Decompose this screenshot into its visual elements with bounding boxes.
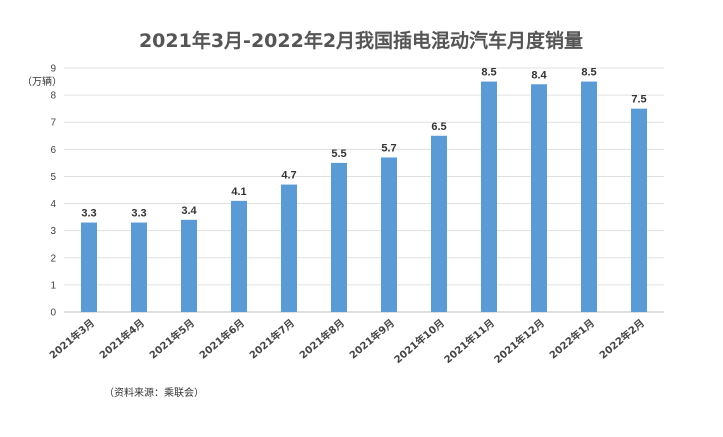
x-tick-label: 2022年2月 <box>597 316 647 361</box>
bar <box>481 81 497 312</box>
data-label: 6.5 <box>431 121 446 133</box>
data-label: 5.7 <box>381 142 396 154</box>
bar <box>81 222 97 312</box>
x-tick-label: 2021年9月 <box>347 316 397 361</box>
y-tick-label: 6 <box>50 145 56 156</box>
data-label: 4.7 <box>281 170 296 182</box>
y-tick-label: 8 <box>50 91 56 102</box>
data-label: 8.4 <box>531 69 547 81</box>
x-tick-label: 2021年7月 <box>247 316 297 361</box>
y-tick-label: 0 <box>50 308 56 319</box>
source-note: （资料来源：乘联会） <box>104 386 204 399</box>
data-label: 8.5 <box>481 67 496 79</box>
x-tick-label: 2021年6月 <box>197 316 247 361</box>
x-tick-label: 2021年5月 <box>147 316 197 361</box>
x-tick-label: 2021年11月 <box>441 316 497 366</box>
chart-title: 2021年3月-2022年2月我国插电混动汽车月度销量 <box>139 29 583 52</box>
bar <box>631 108 647 313</box>
bar <box>381 157 397 312</box>
y-tick-label: 9 <box>50 64 56 75</box>
data-label: 3.3 <box>131 208 146 220</box>
x-axis-ticks: 2021年3月 2021年4月 2021年5月 2021年6月 2021年7月 2021年… <box>47 316 647 366</box>
bar <box>331 162 347 312</box>
data-label: 3.3 <box>81 208 96 220</box>
bar <box>581 81 597 312</box>
y-axis-unit-label: （万辆） <box>22 75 62 88</box>
y-tick-label: 4 <box>50 199 56 210</box>
data-label: 7.5 <box>631 94 646 106</box>
x-tick-label: 2021年10月 <box>391 316 447 366</box>
x-tick-label: 2021年3月 <box>47 316 97 361</box>
x-tick-label: 2021年8月 <box>297 316 347 361</box>
x-tick-label: 2021年12月 <box>491 316 547 366</box>
y-tick-label: 3 <box>50 226 56 237</box>
bar <box>281 184 297 312</box>
y-tick-label: 2 <box>50 253 56 264</box>
bar <box>431 135 447 312</box>
x-tick-label: 2022年1月 <box>547 316 597 361</box>
data-label: 8.5 <box>581 67 596 79</box>
y-tick-label: 1 <box>50 280 56 291</box>
bar <box>531 84 547 313</box>
data-label: 3.4 <box>181 205 197 217</box>
data-label: 4.1 <box>231 186 246 198</box>
bar <box>231 200 247 312</box>
x-tick-label: 2021年4月 <box>97 316 147 361</box>
y-tick-label: 5 <box>50 172 56 183</box>
bar <box>131 222 147 312</box>
y-axis-ticks: 0 1 2 3 4 5 6 7 8 9 <box>50 64 56 319</box>
gridlines <box>64 67 664 313</box>
y-tick-label: 7 <box>50 118 56 129</box>
bars <box>81 81 647 313</box>
data-label: 5.5 <box>331 148 346 160</box>
data-labels: 3.3 3.3 3.4 4.1 4.7 5.5 5.7 6.5 8.5 8.4 8.5 7.5 <box>81 67 646 220</box>
bar <box>181 219 197 312</box>
